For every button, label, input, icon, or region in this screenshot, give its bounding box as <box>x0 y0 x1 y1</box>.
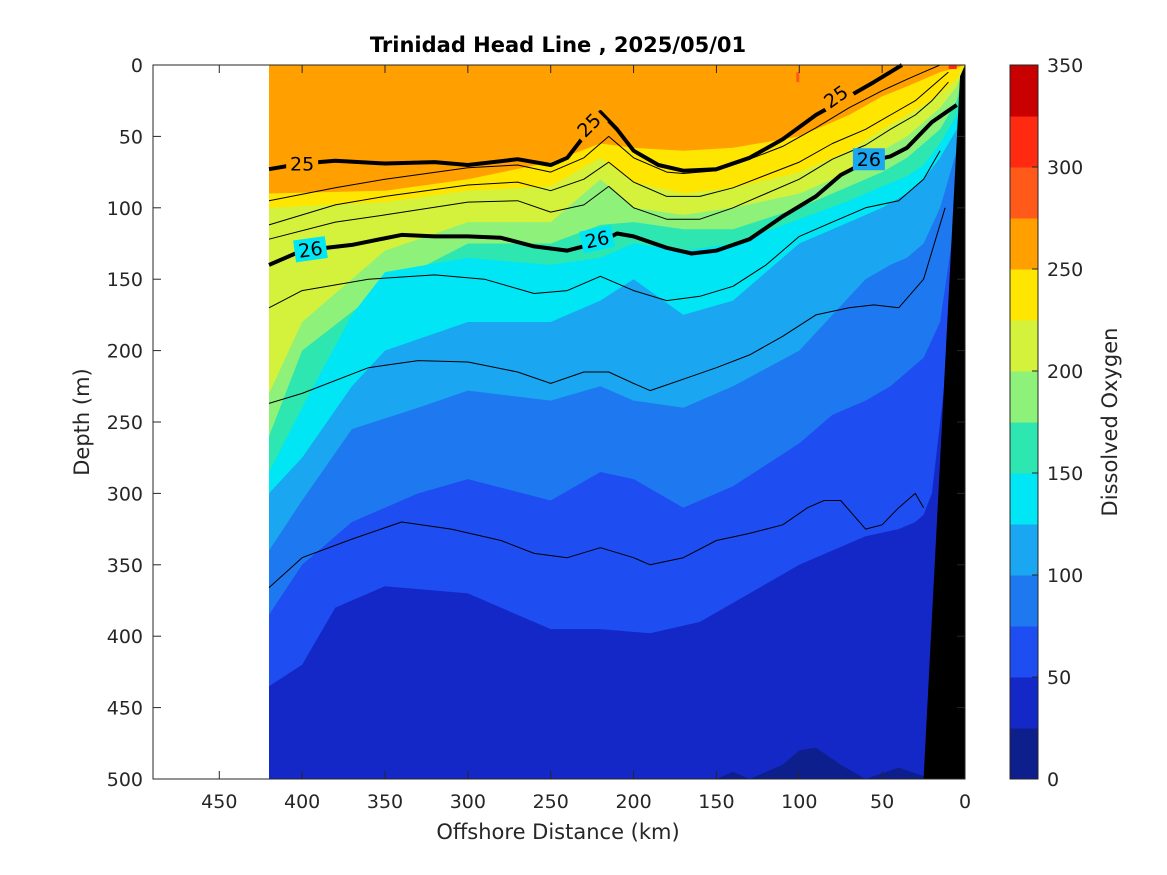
contour-label-26: 26 <box>857 149 881 171</box>
colorbar-segment <box>1010 320 1038 372</box>
colorbar-segment <box>1010 371 1038 423</box>
density-contour-thin-7 <box>268 492 925 588</box>
colorbar-segment <box>1010 575 1038 627</box>
colorbar-tick-label: 150 <box>1047 463 1083 485</box>
x-tick-label: 450 <box>201 791 237 813</box>
colorbar-segment <box>1010 218 1038 270</box>
oxygen-fill-layers <box>269 65 965 779</box>
x-tick-label: 250 <box>533 791 569 813</box>
y-tick-label: 250 <box>107 412 143 434</box>
colorbar-segment <box>1010 677 1038 729</box>
bathymetry-shelf <box>923 65 965 779</box>
colorbar-segment <box>1010 524 1038 576</box>
y-tick-label: 100 <box>107 198 143 220</box>
contour-label-background <box>816 78 856 115</box>
colorbar-segment <box>1010 626 1038 678</box>
y-tick-label: 350 <box>107 555 143 577</box>
contour-label-26: 26 <box>583 227 611 254</box>
contour-label-background <box>579 225 616 254</box>
colorbar-segment <box>1010 167 1038 219</box>
oxygen-patch-2 <box>796 72 800 83</box>
y-tick-label: 200 <box>107 341 143 363</box>
contour-label-26: 26 <box>297 238 324 263</box>
y-axis-label: Depth (m) <box>70 368 94 475</box>
x-tick-label: 0 <box>959 791 971 813</box>
density-contour-25 <box>268 63 904 173</box>
colorbar-segment <box>1010 422 1038 474</box>
x-tick-label: 350 <box>367 791 403 813</box>
colorbar-tick-label: 0 <box>1047 769 1059 791</box>
oxygen-layer-below-25 <box>716 747 965 779</box>
contour-label-background <box>293 236 328 263</box>
x-tick-label: 100 <box>781 791 817 813</box>
colorbar-tick-label: 100 <box>1047 565 1083 587</box>
x-tick-label: 200 <box>615 791 651 813</box>
contour-label-background <box>852 148 885 171</box>
y-tick-label: 50 <box>119 126 143 148</box>
contour-label-background <box>569 105 608 145</box>
colorbar-tick-label: 50 <box>1047 667 1071 689</box>
colorbar-tick-label: 250 <box>1047 259 1083 281</box>
colorbar-label: Dissolved Oxygen <box>1098 328 1122 517</box>
y-axis-ticks: 0 50 100 150 200 250 300 350 400 450 500 <box>107 55 965 791</box>
density-contour-thin-6 <box>268 207 946 404</box>
y-tick-label: 500 <box>107 769 143 791</box>
y-tick-label: 400 <box>107 626 143 648</box>
x-tick-label: 150 <box>698 791 734 813</box>
y-tick-label: 450 <box>107 698 143 720</box>
contour-label-25: 25 <box>290 154 314 176</box>
colorbar-tick-label: 300 <box>1047 157 1083 179</box>
density-contour-thin-3 <box>268 71 949 226</box>
colorbar-segment <box>1010 473 1038 525</box>
colorbar: 0 50 100 150 200 250 300 350 <box>1009 55 1083 791</box>
colorbar-tick-label: 350 <box>1047 55 1083 77</box>
contour-label-background <box>286 152 319 175</box>
chart-title: Trinidad Head Line , 2025/05/01 <box>370 33 746 57</box>
colorbar-segment <box>1010 269 1038 321</box>
oxygen-layer-below-50 <box>269 65 965 779</box>
x-tick-label: 400 <box>284 791 320 813</box>
y-tick-label: 0 <box>131 55 143 77</box>
colorbar-segment <box>1010 65 1038 117</box>
density-contour-26 <box>268 103 958 267</box>
bathymetry-layer <box>923 65 965 779</box>
x-axis-label: Offshore Distance (km) <box>436 820 679 844</box>
colorbar-frame <box>1009 64 1039 780</box>
oxygen-patch-1 <box>948 65 957 69</box>
density-contour-thin-4 <box>268 81 949 240</box>
colorbar-tick-label: 200 <box>1047 361 1083 383</box>
x-axis-ticks: 450 400 350 300 250 200 150 100 50 0 <box>201 65 971 813</box>
colorbar-segment <box>1010 728 1038 780</box>
x-tick-label: 300 <box>450 791 486 813</box>
colorbar-segment <box>1010 116 1038 168</box>
density-contour-thin-2 <box>268 64 941 202</box>
y-tick-label: 300 <box>107 483 143 505</box>
y-tick-label: 150 <box>107 269 143 291</box>
x-tick-label: 50 <box>870 791 894 813</box>
density-contour-thin-5 <box>268 150 941 309</box>
